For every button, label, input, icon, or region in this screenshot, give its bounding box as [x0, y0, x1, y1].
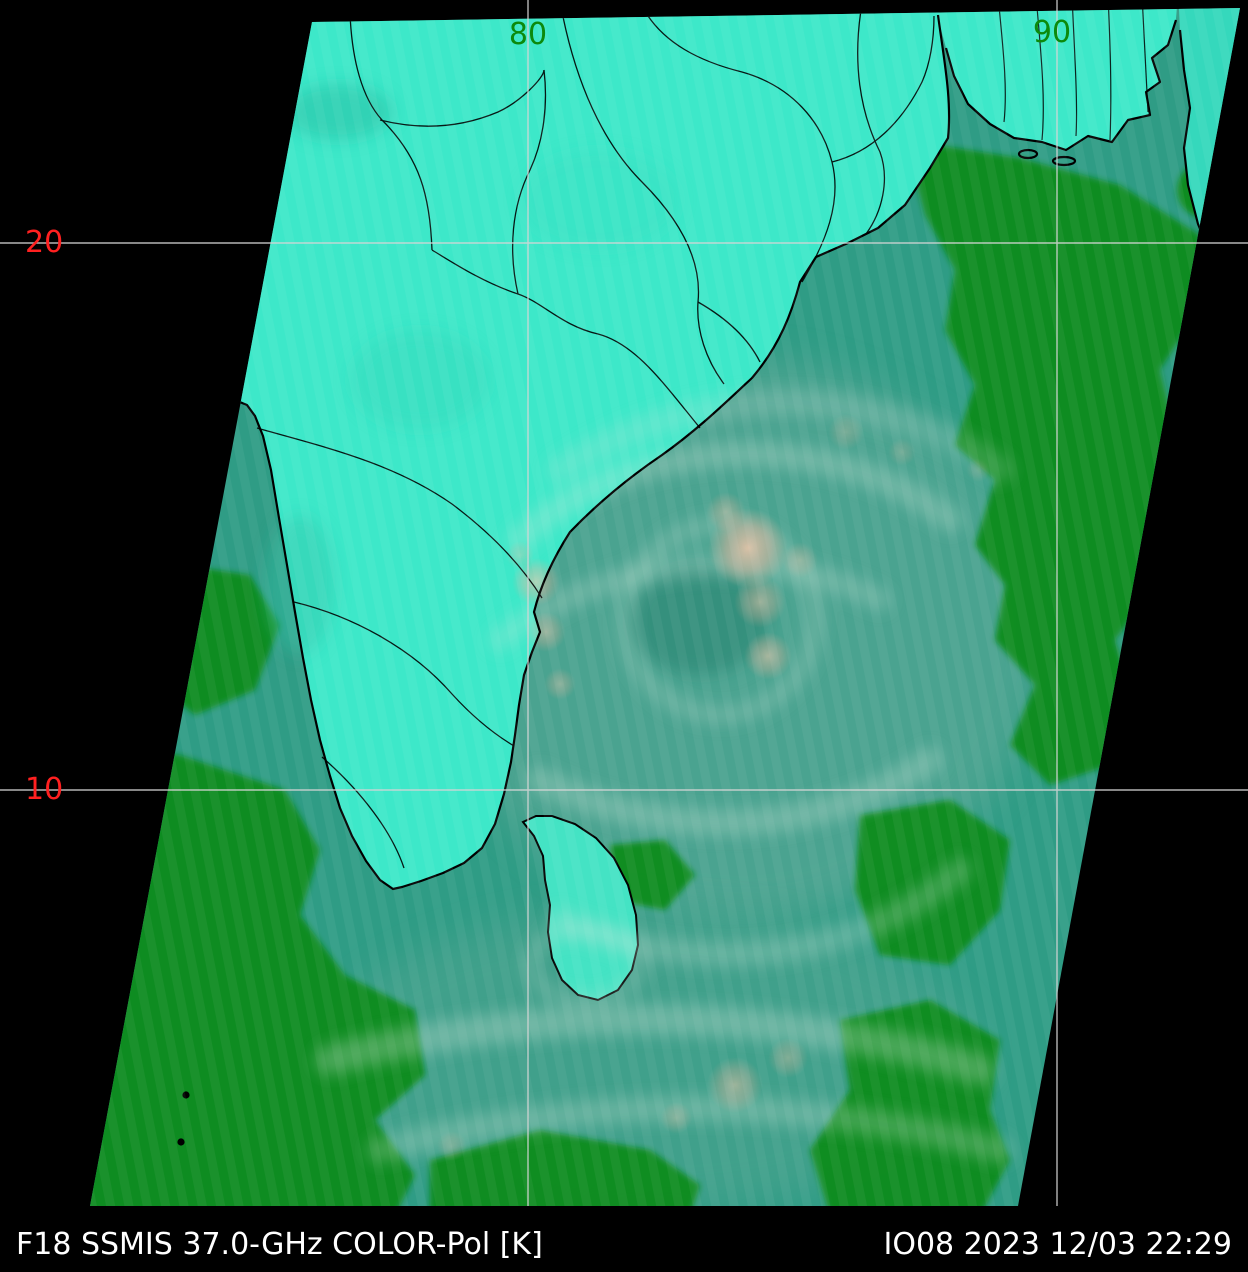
satellite-image-viewport: 80 90 20 10 [0, 0, 1248, 1206]
lon-label-90: 90 [1032, 15, 1072, 50]
satellite-swath-image [0, 0, 1248, 1206]
lat-label-20: 20 [25, 225, 64, 260]
graticule [0, 0, 1248, 1206]
scan-stripes [90, 8, 1240, 1206]
lon-label-80: 80 [508, 17, 548, 52]
caption-bar: F18 SSMIS 37.0-GHz COLOR-Pol [K] IO08 20… [0, 1216, 1248, 1272]
storm-timestamp-label: IO08 2023 12/03 22:29 [883, 1226, 1232, 1262]
product-label: F18 SSMIS 37.0-GHz COLOR-Pol [K] [16, 1226, 543, 1262]
lat-label-10: 10 [25, 772, 64, 807]
